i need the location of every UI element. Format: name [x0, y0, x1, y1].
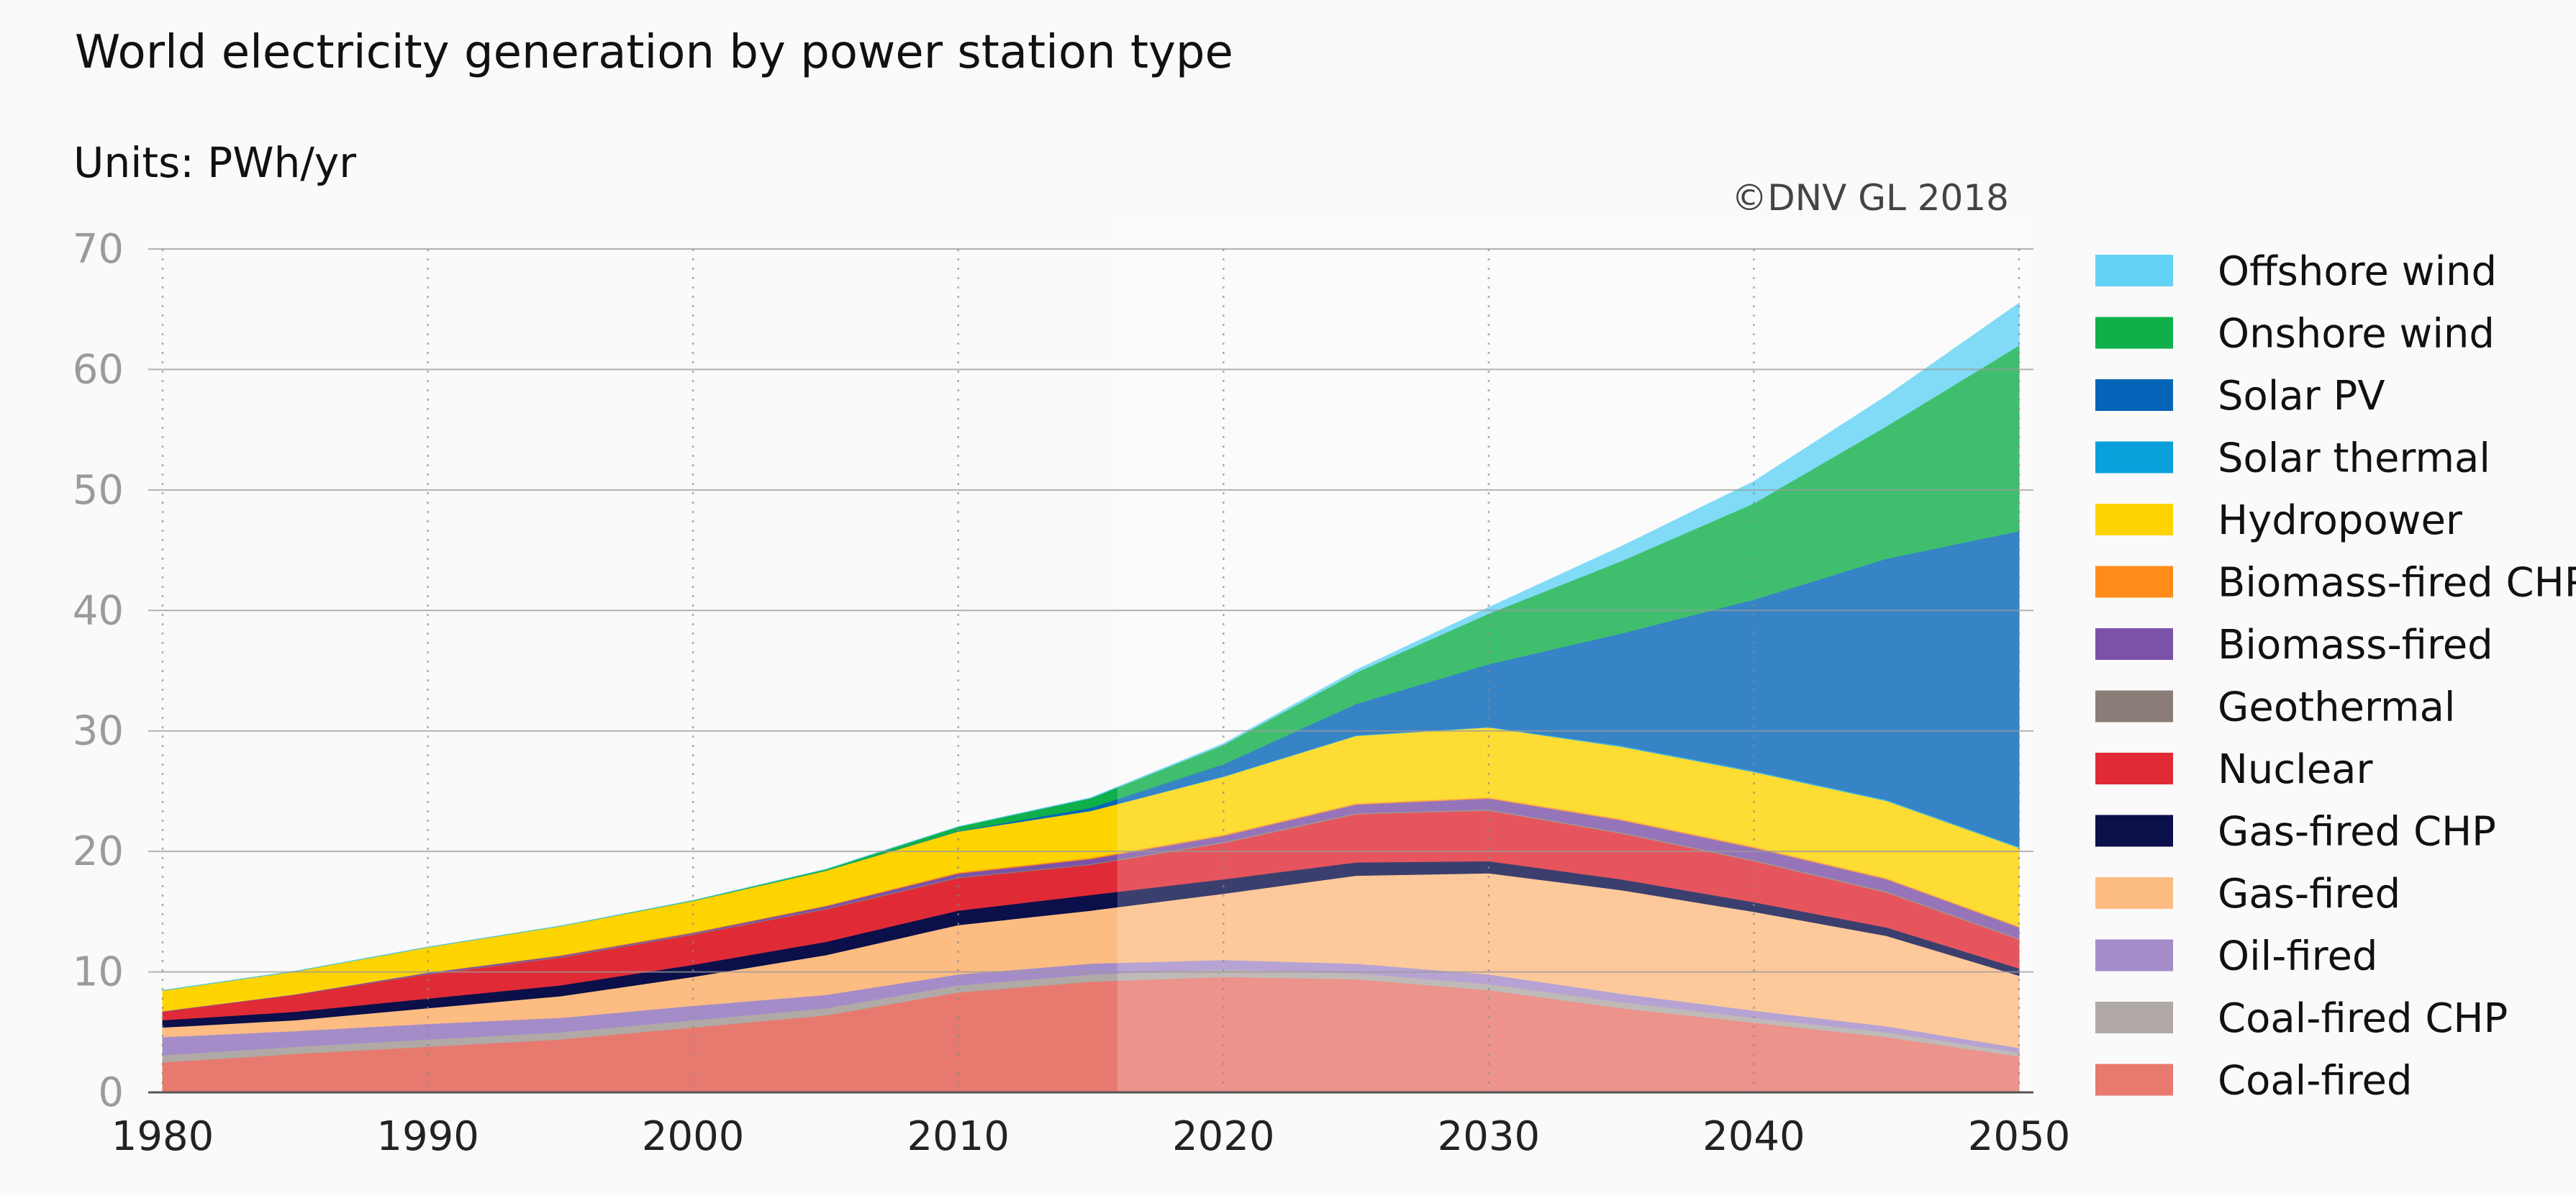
y-tick-label-60: 60: [73, 346, 124, 393]
legend-item-nuclear: Nuclear: [2095, 746, 2374, 793]
legend-item-geothermal: Geothermal: [2095, 684, 2455, 731]
legend-label-biomass-fired: Biomass-fired: [2218, 622, 2493, 669]
legend-swatch-offshore-wind: [2095, 255, 2173, 286]
legend-item-solar-pv: Solar PV: [2095, 373, 2385, 420]
units-value: PWh/yr: [207, 138, 357, 187]
x-tick-label-1980: 1980: [112, 1113, 214, 1160]
y-tick-label-70: 70: [73, 226, 124, 273]
legend: Offshore wind Onshore wind Solar PV Solar t…: [2095, 248, 2576, 1105]
legend-item-solar-thermal: Solar thermal: [2095, 435, 2490, 482]
legend-swatch-gas-fired: [2095, 877, 2173, 909]
chart-title: World electricity generation by power st…: [75, 26, 1233, 79]
legend-item-biomass-fired: Biomass-fired: [2095, 622, 2493, 669]
forecast-overlay-layer: [1117, 220, 2029, 1092]
forecast-shade: [1117, 220, 2029, 1092]
x-tick-label-2000: 2000: [642, 1113, 745, 1160]
legend-label-solar-thermal: Solar thermal: [2218, 435, 2490, 482]
x-tick-label-2010: 2010: [907, 1113, 1010, 1160]
legend-item-hydropower: Hydropower: [2095, 497, 2463, 544]
legend-swatch-solar-pv: [2095, 379, 2173, 411]
y-tick-label-40: 40: [73, 587, 124, 634]
legend-item-gas-fired: Gas-fired: [2095, 871, 2400, 918]
legend-label-coal-fired-chp: Coal-fired CHP: [2218, 995, 2508, 1042]
legend-item-oil-fired: Oil-fired: [2095, 933, 2377, 980]
x-tick-label-2020: 2020: [1172, 1113, 1275, 1160]
legend-item-biomass-fired-chp: Biomass-fired CHP: [2095, 560, 2576, 607]
units-label: Units:: [73, 138, 194, 187]
legend-swatch-biomass-fired: [2095, 628, 2173, 660]
units-line: Units: PWh/yr: [73, 138, 356, 187]
x-tick-label-2050: 2050: [1968, 1113, 2071, 1160]
legend-item-coal-fired: Coal-fired: [2095, 1058, 2413, 1105]
legend-swatch-geothermal: [2095, 690, 2173, 722]
legend-label-gas-fired-chp: Gas-fired CHP: [2218, 809, 2496, 856]
x-tick-label-2040: 2040: [1702, 1113, 1805, 1160]
legend-swatch-coal-fired-chp: [2095, 1002, 2173, 1033]
legend-label-onshore-wind: Onshore wind: [2218, 311, 2495, 358]
legend-item-offshore-wind: Offshore wind: [2095, 248, 2497, 295]
y-tick-label-0: 0: [98, 1069, 124, 1116]
y-tick-label-50: 50: [73, 467, 124, 514]
legend-swatch-nuclear: [2095, 753, 2173, 784]
legend-label-biomass-fired-chp: Biomass-fired CHP: [2218, 560, 2576, 607]
legend-label-nuclear: Nuclear: [2218, 746, 2374, 793]
x-tick-label-1990: 1990: [376, 1113, 479, 1160]
legend-swatch-oil-fired: [2095, 939, 2173, 971]
copyright-notice: ©DNV GL 2018: [1731, 177, 2009, 219]
legend-label-gas-fired: Gas-fired: [2218, 871, 2400, 918]
y-tick-label-30: 30: [73, 708, 124, 755]
legend-label-hydropower: Hydropower: [2218, 497, 2463, 544]
legend-item-gas-fired-chp: Gas-fired CHP: [2095, 809, 2496, 856]
grid-layer: [148, 248, 2033, 1092]
legend-swatch-onshore-wind: [2095, 317, 2173, 349]
legend-swatch-gas-fired-chp: [2095, 815, 2173, 847]
legend-swatch-solar-thermal: [2095, 441, 2173, 474]
y-tick-label-20: 20: [73, 828, 124, 875]
legend-swatch-coal-fired: [2095, 1064, 2173, 1096]
x-tick-label-2030: 2030: [1438, 1113, 1541, 1160]
legend-label-geothermal: Geothermal: [2218, 684, 2455, 731]
legend-swatch-hydropower: [2095, 504, 2173, 535]
y-tick-label-10: 10: [73, 949, 124, 996]
legend-label-solar-pv: Solar PV: [2218, 373, 2385, 420]
legend-label-oil-fired: Oil-fired: [2218, 933, 2377, 980]
legend-label-offshore-wind: Offshore wind: [2218, 248, 2497, 295]
legend-swatch-biomass-fired-chp: [2095, 566, 2173, 598]
legend-label-coal-fired: Coal-fired: [2218, 1058, 2413, 1105]
legend-item-coal-fired-chp: Coal-fired CHP: [2095, 995, 2508, 1042]
legend-item-onshore-wind: Onshore wind: [2095, 311, 2495, 358]
